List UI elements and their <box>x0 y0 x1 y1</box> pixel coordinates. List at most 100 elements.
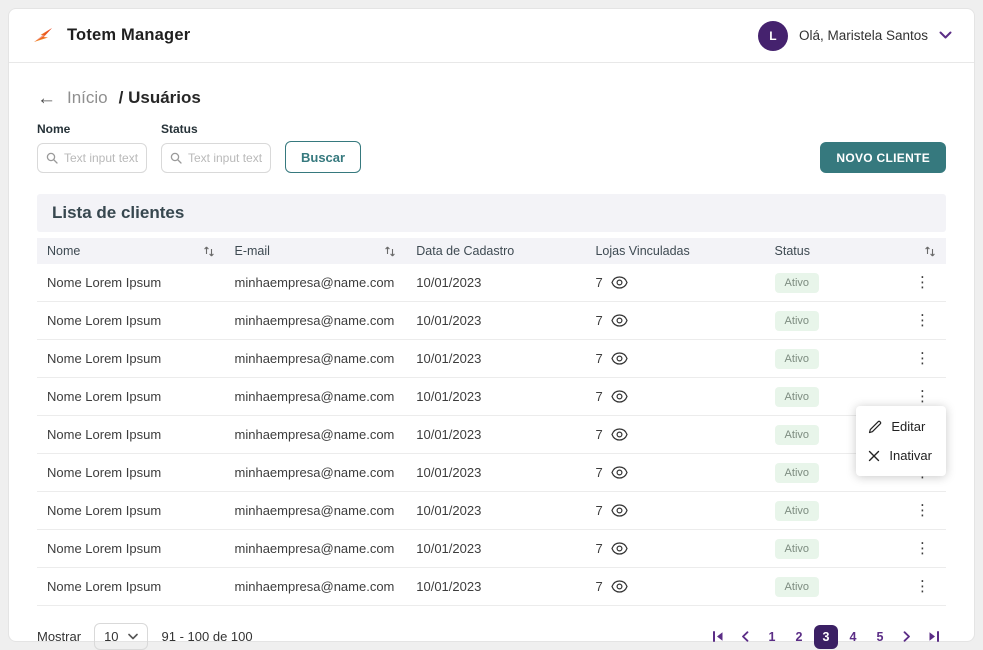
table-row: Nome Lorem Ipsum minhaempresa@name.com 1… <box>37 453 946 492</box>
status-badge: Ativo <box>774 538 820 559</box>
status-badge: Ativo <box>774 500 820 521</box>
nome-input[interactable] <box>64 151 138 165</box>
cell-nome: Nome Lorem Ipsum <box>37 301 225 340</box>
search-icon <box>170 152 182 164</box>
cell-lojas-count: 7 <box>595 389 603 404</box>
eye-icon[interactable] <box>611 314 628 327</box>
first-page-button[interactable] <box>706 625 730 649</box>
table-body: Nome Lorem Ipsum minhaempresa@name.com 1… <box>37 264 946 606</box>
kebab-menu-button[interactable]: ⋮ <box>909 577 936 596</box>
search-icon <box>46 152 58 164</box>
eye-icon[interactable] <box>611 504 628 517</box>
cell-nome: Nome Lorem Ipsum <box>37 491 225 530</box>
eye-icon[interactable] <box>611 542 628 555</box>
clients-table: Nome E-mail Data de Cadastro Lojas Vincu… <box>37 238 946 606</box>
cell-email: minhaempresa@name.com <box>224 415 407 454</box>
cell-lojas-count: 7 <box>595 275 603 290</box>
kebab-menu-button[interactable]: ⋮ <box>909 311 936 330</box>
table-row: Nome Lorem Ipsum minhaempresa@name.com 1… <box>37 415 946 454</box>
kebab-menu-button[interactable]: ⋮ <box>909 501 936 520</box>
nome-label: Nome <box>37 122 71 136</box>
cell-email: minhaempresa@name.com <box>224 567 407 606</box>
status-input-wrap <box>161 143 271 173</box>
cell-data-cadastro: 10/01/2023 <box>406 567 586 606</box>
table-row: Nome Lorem Ipsum minhaempresa@name.com 1… <box>37 529 946 568</box>
status-label: Status <box>161 122 198 136</box>
x-icon <box>868 450 880 462</box>
table-row: Nome Lorem Ipsum minhaempresa@name.com 1… <box>37 491 946 530</box>
per-page-select[interactable]: 10 <box>94 623 148 650</box>
breadcrumb-current: / Usuários <box>118 88 201 107</box>
kebab-menu-button[interactable]: ⋮ <box>909 387 936 406</box>
breadcrumb-parent[interactable]: Início <box>67 88 108 107</box>
status-badge: Ativo <box>774 386 820 407</box>
status-badge: Ativo <box>774 576 820 597</box>
cell-data-cadastro: 10/01/2023 <box>406 339 586 378</box>
cell-nome: Nome Lorem Ipsum <box>37 453 225 492</box>
chevron-down-icon <box>127 633 138 640</box>
eye-icon[interactable] <box>611 276 628 289</box>
last-page-button[interactable] <box>922 625 946 649</box>
sort-icon-nome[interactable] <box>203 245 215 258</box>
avatar: L <box>757 20 788 51</box>
user-menu[interactable]: L Olá, Maristela Santos <box>757 20 952 51</box>
eye-icon[interactable] <box>611 580 628 593</box>
cell-lojas-count: 7 <box>595 313 603 328</box>
table-header-row: Nome E-mail Data de Cadastro Lojas Vincu… <box>37 238 946 264</box>
buscar-button[interactable]: Buscar <box>285 141 362 173</box>
pencil-icon <box>868 420 882 434</box>
eye-icon[interactable] <box>611 466 628 479</box>
cell-data-cadastro: 10/01/2023 <box>406 415 586 454</box>
kebab-menu-button[interactable]: ⋮ <box>909 349 936 368</box>
breadcrumb: ← Início / Usuários <box>37 88 946 108</box>
page-button-4[interactable]: 4 <box>841 625 865 649</box>
cell-nome: Nome Lorem Ipsum <box>37 377 225 416</box>
cell-lojas-count: 7 <box>595 503 603 518</box>
eye-icon[interactable] <box>611 390 628 403</box>
status-badge: Ativo <box>774 424 820 445</box>
chevron-down-icon[interactable] <box>939 31 952 40</box>
row-action-menu: Editar Inativar <box>856 406 946 476</box>
cell-lojas-count: 7 <box>595 465 603 480</box>
page-button-2[interactable]: 2 <box>787 625 811 649</box>
novo-cliente-button[interactable]: NOVO CLIENTE <box>820 142 946 173</box>
col-header-status: Status <box>764 238 899 264</box>
table-row: Nome Lorem Ipsum minhaempresa@name.com 1… <box>37 339 946 378</box>
status-badge: Ativo <box>774 348 820 369</box>
sort-icon-email[interactable] <box>384 245 396 258</box>
table-row: Nome Lorem Ipsum minhaempresa@name.com 1… <box>37 264 946 302</box>
menu-item-inativar[interactable]: Inativar <box>856 441 946 470</box>
cell-email: minhaempresa@name.com <box>224 301 407 340</box>
page-button-1[interactable]: 1 <box>760 625 784 649</box>
cell-data-cadastro: 10/01/2023 <box>406 491 586 530</box>
previous-page-button[interactable] <box>733 625 757 649</box>
col-header-data: Data de Cadastro <box>406 238 586 264</box>
table-row: Nome Lorem Ipsum minhaempresa@name.com 1… <box>37 377 946 416</box>
back-arrow-icon[interactable]: ← <box>37 87 56 109</box>
status-badge: Ativo <box>774 272 820 293</box>
table-row: Nome Lorem Ipsum minhaempresa@name.com 1… <box>37 301 946 340</box>
sort-icon-status[interactable] <box>924 245 936 258</box>
next-page-button[interactable] <box>895 625 919 649</box>
cell-email: minhaempresa@name.com <box>224 453 407 492</box>
menu-item-label: Inativar <box>889 448 932 463</box>
kebab-menu-button[interactable]: ⋮ <box>909 539 936 558</box>
kebab-menu-button[interactable]: ⋮ <box>909 273 936 292</box>
cell-lojas-count: 7 <box>595 351 603 366</box>
menu-item-editar[interactable]: Editar <box>856 412 946 441</box>
page-button-5[interactable]: 5 <box>868 625 892 649</box>
page-button-3[interactable]: 3 <box>814 624 838 649</box>
eye-icon[interactable] <box>611 428 628 441</box>
range-text: 91 - 100 de 100 <box>161 629 253 644</box>
user-greeting: Olá, Maristela Santos <box>798 28 928 43</box>
status-input[interactable] <box>188 151 262 165</box>
eye-icon[interactable] <box>611 352 628 365</box>
cell-email: minhaempresa@name.com <box>224 491 407 530</box>
nome-field-group: Nome <box>37 122 147 173</box>
cell-data-cadastro: 10/01/2023 <box>406 377 586 416</box>
status-field-group: Status <box>161 122 271 173</box>
cell-lojas-count: 7 <box>595 427 603 442</box>
cell-data-cadastro: 10/01/2023 <box>406 453 586 492</box>
